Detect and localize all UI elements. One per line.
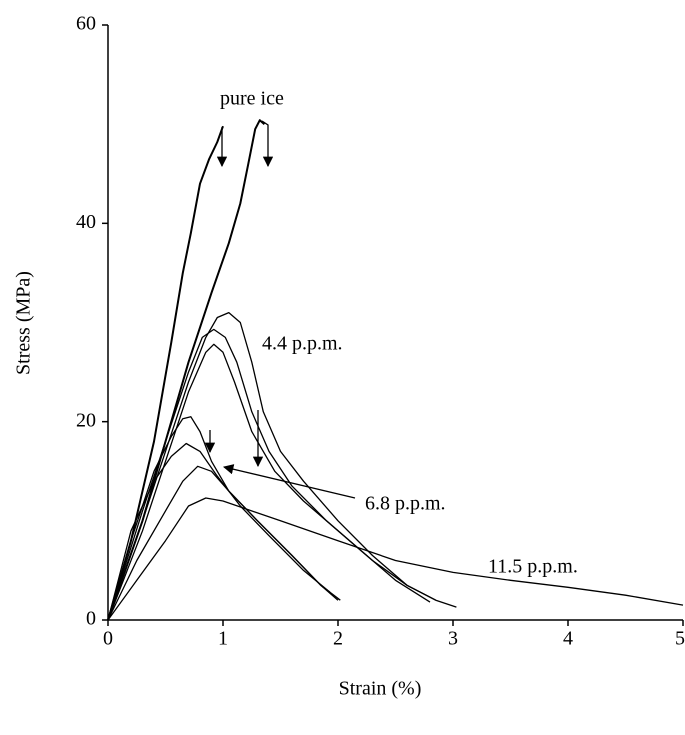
stress-strain-curve [107, 311, 457, 621]
x-tick-label: 0 [103, 628, 113, 650]
y-tick-label: 0 [86, 608, 96, 630]
annotation: 11.5 p.p.m. [488, 556, 578, 578]
x-axis-title: Strain (%) [339, 678, 422, 700]
y-axis-title: Stress (MPa) [13, 271, 35, 375]
x-tick-label: 3 [448, 628, 458, 650]
arrows [204, 120, 356, 499]
arrow [261, 120, 274, 168]
stress-strain-curve [107, 125, 224, 621]
y-tick-label: 60 [76, 13, 96, 35]
x-tick-label: 2 [333, 628, 343, 650]
annotation: 6.8 p.p.m. [365, 493, 446, 515]
y-tick-label: 20 [76, 409, 96, 431]
stress-strain-curve [107, 465, 339, 621]
x-tick-label: 4 [563, 628, 573, 650]
annotation: pure ice [220, 88, 284, 110]
y-tick-label: 40 [76, 211, 96, 233]
annotation: 4.4 p.p.m. [262, 333, 343, 355]
x-tick-label: 5 [675, 628, 685, 650]
stress-strain-curve [107, 343, 437, 621]
stress-strain-curve [107, 119, 266, 621]
stress-strain-curve [107, 497, 684, 621]
stress-strain-curve [107, 442, 331, 621]
x-tick-label: 1 [218, 628, 228, 650]
